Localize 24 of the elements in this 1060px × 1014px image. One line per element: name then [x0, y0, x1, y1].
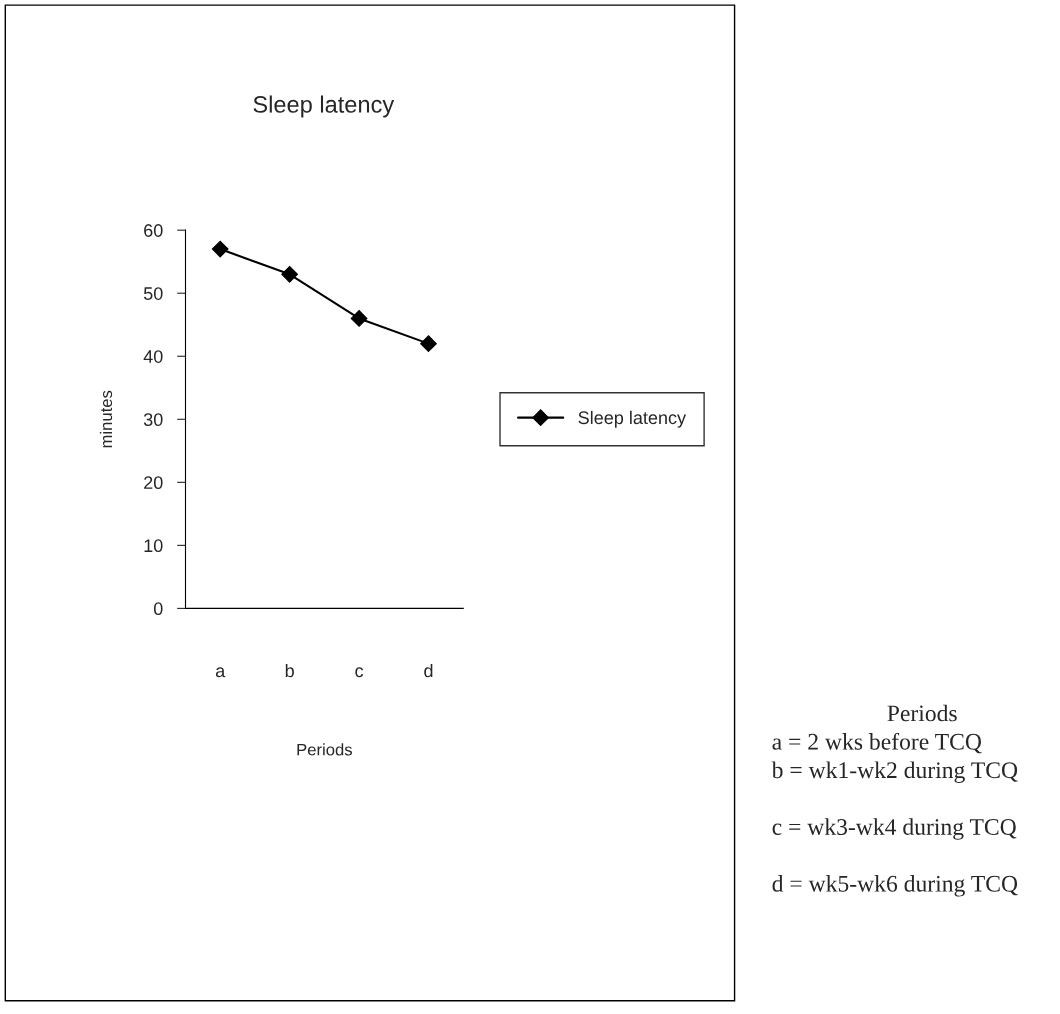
y-tick-label: 40 [143, 350, 163, 363]
y-tick-label: 60 [144, 224, 163, 237]
point [350, 310, 368, 327]
chart-title: Sleep latency [253, 95, 395, 118]
point [420, 335, 437, 353]
y-tick-label: 0 [153, 602, 163, 616]
text: Periods [887, 704, 957, 722]
y-tick-label: 50 [143, 287, 163, 300]
y-tick-label: 10 [144, 539, 163, 553]
text: d = wk5-wk6 during TCQ [772, 875, 1018, 897]
x-tick-label: b [285, 663, 294, 678]
x-axis-title: Periods [297, 743, 353, 756]
y-tick-label: 30 [143, 413, 163, 427]
x-tick-label: d [424, 663, 433, 678]
x-tick-label: a [215, 667, 226, 678]
point [211, 240, 229, 258]
text: b = wk1-wk2 during TCQ [771, 761, 1018, 783]
legend-label: Sleep latency [578, 410, 687, 428]
text: c = wk3-wk4 during TCQ [772, 818, 1017, 840]
point [281, 265, 299, 283]
y-axis-title: minutes [99, 390, 113, 448]
y-tick-label: 20 [144, 476, 163, 490]
x-tick-label: c [355, 667, 364, 678]
text: a = 2 wks before TCQ [772, 732, 982, 754]
